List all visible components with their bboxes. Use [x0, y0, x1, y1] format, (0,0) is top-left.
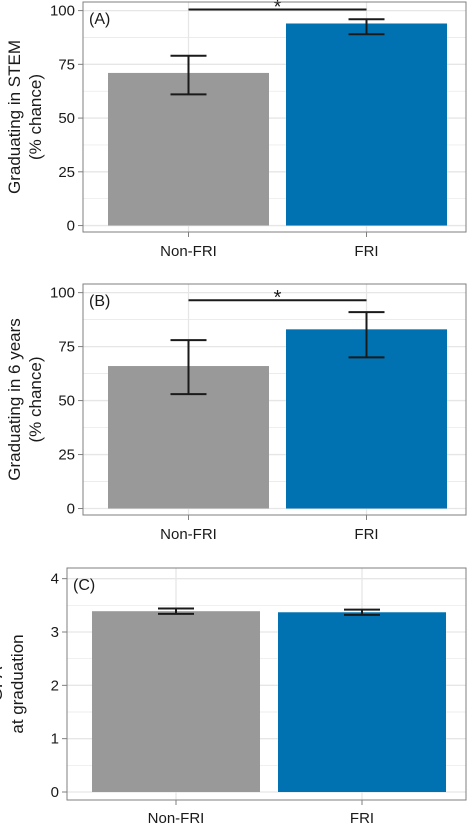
significance-star: *	[274, 0, 282, 19]
y-tick-label: 0	[67, 501, 75, 518]
bar-fri	[278, 612, 446, 792]
y-axis-title-line: GPA	[0, 666, 6, 701]
y-tick-label: 100	[50, 3, 75, 20]
panel-border	[82, 283, 467, 516]
y-axis-title-line: (% chance)	[26, 357, 45, 443]
error-bar	[170, 54, 207, 96]
y-tick-label: 25	[58, 447, 75, 464]
bar-fri	[286, 329, 447, 509]
panel-border	[82, 1, 467, 233]
y-tick-label: 1	[51, 731, 59, 748]
bar-fri	[286, 23, 447, 226]
chart-panel-c: 0 1 2 3 4 Non-FRI FRI (C) GPA at graduation	[0, 567, 467, 823]
y-tick-label: 3	[51, 624, 59, 641]
y-tick-label: 0	[51, 784, 59, 801]
error-bar	[348, 311, 385, 359]
x-tick-label: Non-FRI	[148, 810, 205, 823]
y-tick-label: 100	[50, 285, 75, 302]
significance-star: *	[274, 287, 282, 309]
error-bar	[158, 607, 194, 615]
bar-non-fri	[92, 611, 260, 792]
x-tick-label: FRI	[350, 810, 374, 823]
y-tick-label: 75	[58, 339, 75, 356]
y-tick-label: 25	[58, 164, 75, 181]
error-bar	[170, 339, 207, 396]
y-tick-label: 4	[51, 571, 59, 588]
y-axis-title-line: (% chance)	[26, 74, 45, 160]
y-axis-title-line: at graduation	[8, 634, 27, 733]
y-axis-title-line: Graduating in 6 years	[5, 318, 24, 481]
y-tick-label: 2	[51, 677, 59, 694]
y-axis-title-line: Graduating in STEM	[5, 40, 24, 194]
bar-non-fri	[108, 72, 269, 226]
error-bar	[344, 608, 380, 616]
y-tick-label: 50	[58, 110, 75, 127]
error-bar	[348, 18, 385, 36]
x-tick-label: Non-FRI	[160, 243, 217, 260]
x-tick-label: FRI	[354, 243, 378, 260]
y-tick-label: 0	[67, 218, 75, 235]
panel-label: (B)	[89, 293, 110, 310]
y-tick-label: 75	[58, 56, 75, 73]
chart-panel-b: 0 25 50 75 100 * Non-FRI FRI (B) Graduating in 6 …	[5, 283, 467, 543]
panel-border	[66, 567, 467, 801]
panel-label: (C)	[73, 577, 95, 594]
chart-panel-a: 0 25 50 75 100 * Non-FRI FRI (A) Graduating in ST…	[5, 0, 467, 260]
y-tick-label: 50	[58, 393, 75, 410]
x-tick-label: Non-FRI	[160, 526, 217, 543]
panel-label: (A)	[89, 11, 110, 28]
x-tick-label: FRI	[354, 526, 378, 543]
